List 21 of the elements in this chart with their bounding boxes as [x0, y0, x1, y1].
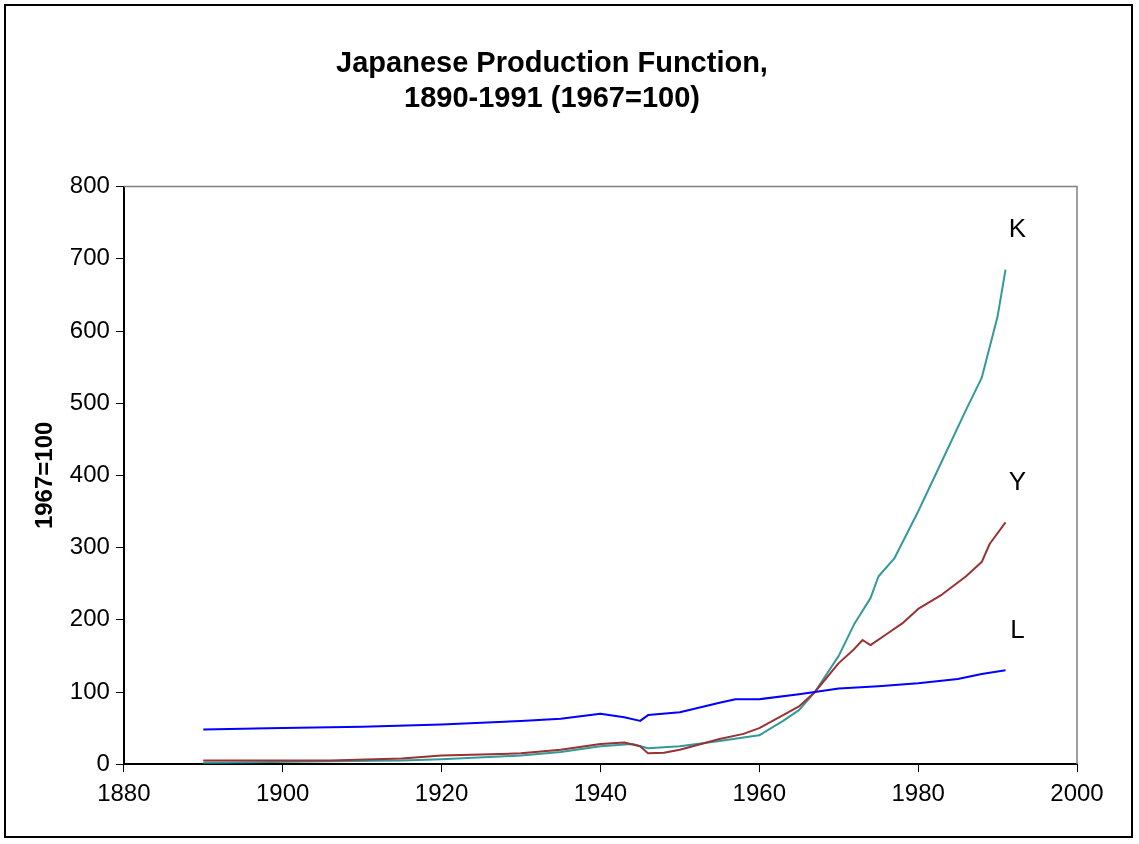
x-tick-label: 1920 — [414, 779, 469, 807]
x-tick-label: 1980 — [891, 779, 945, 807]
y-tick-label: 500 — [69, 387, 110, 415]
y-tick-label: 400 — [69, 460, 110, 488]
y-tick-label: 600 — [69, 315, 110, 343]
y-tick-label: 700 — [69, 243, 110, 271]
x-tick-label: 1900 — [256, 779, 310, 807]
x-tick-label: 1940 — [573, 779, 628, 807]
x-tick-label: 1960 — [732, 779, 786, 807]
y-tick-label: 800 — [69, 171, 110, 199]
y-tick-label: 0 — [96, 748, 110, 776]
x-tick-label: 2000 — [1050, 779, 1104, 807]
series-label: L — [1010, 613, 1025, 644]
chart-title: Japanese Production Function, 1890-1991 (1967=100) — [336, 46, 768, 114]
series-label: K — [1008, 212, 1027, 243]
x-tick-label: 1880 — [97, 779, 151, 807]
y-tick-label: 100 — [69, 676, 110, 704]
y-tick-label: 300 — [69, 532, 110, 560]
y-tick-label: 200 — [69, 604, 110, 632]
y-axis-title: 1967=100 — [30, 421, 58, 530]
series-label: Y — [1008, 465, 1027, 496]
